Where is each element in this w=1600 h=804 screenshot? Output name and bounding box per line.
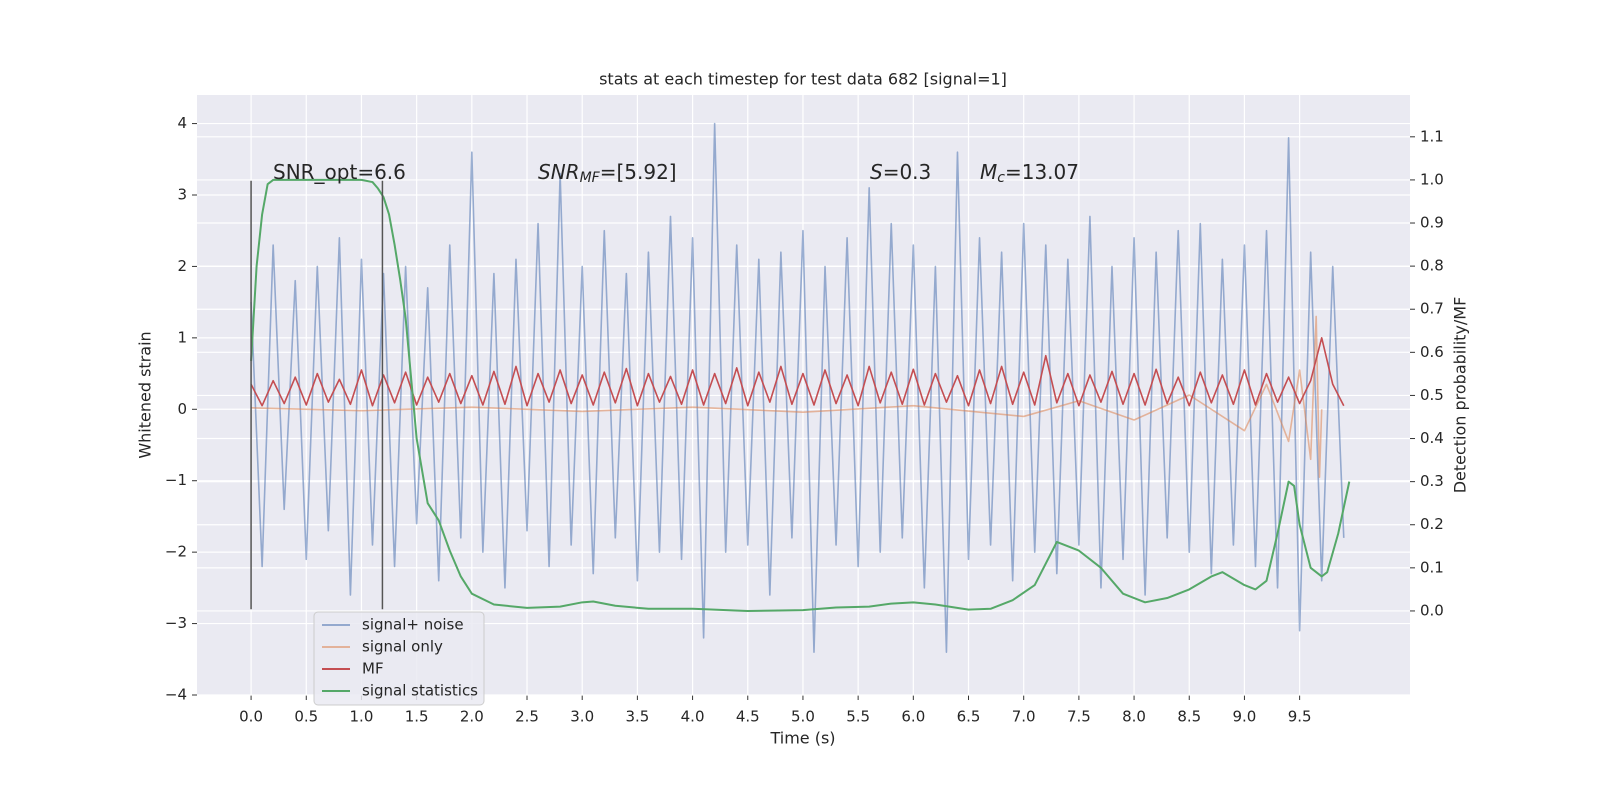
y-tick-label: 0 bbox=[177, 400, 187, 418]
x-tick-label: 3.0 bbox=[570, 708, 594, 726]
y2-tick-label: 0.0 bbox=[1420, 601, 1444, 619]
annotation: Mc=13.07 bbox=[980, 160, 1079, 187]
annotation-part: S bbox=[870, 160, 883, 184]
annotation-part: SNR_opt=6.6 bbox=[273, 160, 406, 184]
legend-box bbox=[313, 611, 485, 706]
x-tick-label: 5.5 bbox=[846, 708, 870, 726]
x-tick-label: 2.5 bbox=[515, 708, 539, 726]
x-tick-label: 8.0 bbox=[1122, 708, 1146, 726]
legend-label: signal only bbox=[362, 638, 443, 656]
y2-tick-label: 0.1 bbox=[1420, 558, 1444, 576]
annotation: S=0.3 bbox=[870, 160, 931, 184]
y-tick-label: 1 bbox=[177, 328, 187, 346]
x-tick-label: 6.5 bbox=[957, 708, 981, 726]
y2-tick-label: 0.9 bbox=[1420, 214, 1444, 232]
x-tick-label: 4.5 bbox=[736, 708, 760, 726]
x-tick-label: 7.5 bbox=[1067, 708, 1091, 726]
annotation-part: =0.3 bbox=[883, 160, 932, 184]
annotation: SNR_opt=6.6 bbox=[273, 160, 406, 184]
annotation-part: =13.07 bbox=[1005, 160, 1079, 184]
y2-tick-label: 1.1 bbox=[1420, 127, 1444, 145]
y2-tick-label: 0.6 bbox=[1420, 343, 1444, 361]
x-tick-label: 9.5 bbox=[1288, 708, 1312, 726]
annotation-part: MF bbox=[580, 170, 601, 186]
y2-tick-label: 0.8 bbox=[1420, 257, 1444, 275]
x-tick-label: 1.0 bbox=[350, 708, 374, 726]
y2-axis-label: Detection probability/MF bbox=[1451, 297, 1470, 494]
y-tick-label: 2 bbox=[177, 257, 187, 275]
x-tick-label: 3.5 bbox=[625, 708, 649, 726]
x-tick-label: 6.0 bbox=[901, 708, 925, 726]
y-tick-label: −4 bbox=[165, 686, 187, 704]
y2-tick-label: 1.0 bbox=[1420, 170, 1444, 188]
series-line bbox=[250, 122, 1345, 653]
annotation-part: c bbox=[997, 170, 1005, 186]
x-tick-label: 5.0 bbox=[791, 708, 815, 726]
series-line bbox=[250, 178, 1351, 612]
y2-tick-label: 0.5 bbox=[1420, 386, 1444, 404]
chart-title: stats at each timestep for test data 682… bbox=[599, 70, 1007, 89]
annotation-part: M bbox=[980, 160, 997, 184]
series-line bbox=[251, 315, 1323, 478]
x-tick-label: 0.5 bbox=[294, 708, 318, 726]
x-tick-label: 4.0 bbox=[681, 708, 705, 726]
y-tick-label: −1 bbox=[165, 471, 187, 489]
y2-tick-label: 0.4 bbox=[1420, 429, 1444, 447]
legend-label: signal+ noise bbox=[362, 616, 464, 634]
y2-tick-label: 0.2 bbox=[1420, 515, 1444, 533]
x-axis-label: Time (s) bbox=[769, 729, 835, 748]
x-tick-label: 2.0 bbox=[460, 708, 484, 726]
annotation-part: =[5.92] bbox=[600, 160, 677, 184]
y-tick-label: 3 bbox=[177, 186, 187, 204]
y2-tick-label: 0.3 bbox=[1420, 472, 1444, 490]
y-axis-label: Whitened strain bbox=[136, 331, 155, 458]
y-tick-label: 4 bbox=[177, 114, 187, 132]
legend-label: signal statistics bbox=[362, 682, 478, 700]
annotation-part: SNR bbox=[538, 160, 580, 184]
y2-tick-label: 0.7 bbox=[1420, 300, 1444, 318]
x-tick-label: 9.0 bbox=[1233, 708, 1257, 726]
y-tick-label: −2 bbox=[165, 543, 187, 561]
x-tick-label: 1.5 bbox=[405, 708, 429, 726]
series-line bbox=[250, 337, 1345, 407]
x-tick-label: 7.0 bbox=[1012, 708, 1036, 726]
x-tick-label: 0.0 bbox=[239, 708, 263, 726]
annotation: SNRMF=[5.92] bbox=[538, 160, 677, 187]
y-tick-label: −3 bbox=[165, 614, 187, 632]
x-tick-label: 8.5 bbox=[1177, 708, 1201, 726]
legend-label: MF bbox=[362, 660, 384, 678]
